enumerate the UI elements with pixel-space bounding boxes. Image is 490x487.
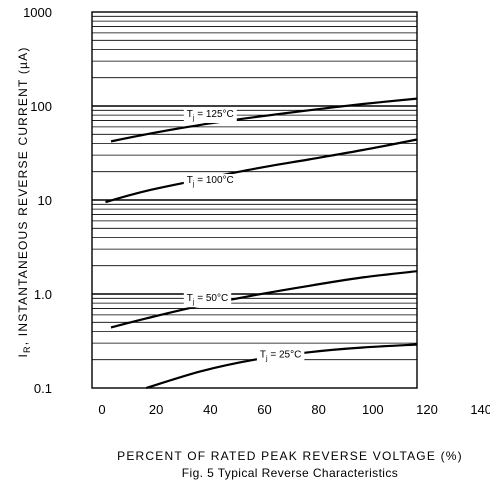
series-label: Tj = 50°C bbox=[183, 292, 232, 308]
x-tick-label: 100 bbox=[362, 402, 384, 417]
svg-text:Tj = 50°C: Tj = 50°C bbox=[187, 293, 228, 306]
curve-label-layer: Tj = 125°C Tj = 100°C Tj = 50°C Tj = 25°C bbox=[183, 108, 305, 364]
y-axis-label-text: INSTANTANEOUS REVERSE CURRENT (µA) bbox=[16, 46, 30, 336]
x-tick-labels: 0 20 40 60 80 100 120 140 bbox=[98, 402, 490, 417]
series-layer bbox=[105, 97, 418, 390]
x-tick-label: 0 bbox=[98, 402, 105, 417]
x-tick-label: 80 bbox=[311, 402, 325, 417]
y-axis-symbol: I bbox=[16, 353, 30, 358]
y-tick-label: 1000 bbox=[23, 5, 52, 20]
plot-frame bbox=[91, 11, 418, 389]
series-label: Tj = 125°C bbox=[183, 108, 237, 123]
y-tick-label: 1.0 bbox=[34, 287, 52, 302]
svg-text:Tj = 100°C: Tj = 100°C bbox=[187, 175, 234, 188]
series-line bbox=[105, 138, 418, 204]
series-label: Tj = 100°C bbox=[183, 174, 237, 190]
grid bbox=[92, 15, 417, 361]
x-axis-title: PERCENT OF RATED PEAK REVERSE VOLTAGE (%… bbox=[117, 449, 463, 463]
y-tick-label: 0.1 bbox=[34, 381, 52, 396]
figure-caption: Fig. 5 Typical Reverse Characteristics bbox=[182, 466, 398, 480]
y-tick-label: 10 bbox=[38, 193, 52, 208]
x-tick-label: 120 bbox=[416, 402, 438, 417]
series-line bbox=[110, 97, 418, 143]
svg-text:Tj = 125°C: Tj = 125°C bbox=[187, 109, 234, 122]
series-line bbox=[110, 270, 418, 329]
y-tick-label: 100 bbox=[30, 99, 52, 114]
x-tick-label: 20 bbox=[149, 402, 163, 417]
series-label: Tj = 25°C bbox=[256, 348, 305, 364]
x-tick-label: 140 bbox=[470, 402, 490, 417]
svg-text:Tj = 25°C: Tj = 25°C bbox=[260, 350, 301, 363]
y-tick-labels: 0.1 1.0 10 100 1000 bbox=[23, 5, 52, 396]
y-axis-subscript: R bbox=[22, 345, 32, 353]
x-tick-label: 40 bbox=[203, 402, 217, 417]
x-tick-label: 60 bbox=[257, 402, 271, 417]
y-axis-title: IR, INSTANTANEOUS REVERSE CURRENT (µA) bbox=[16, 46, 32, 357]
